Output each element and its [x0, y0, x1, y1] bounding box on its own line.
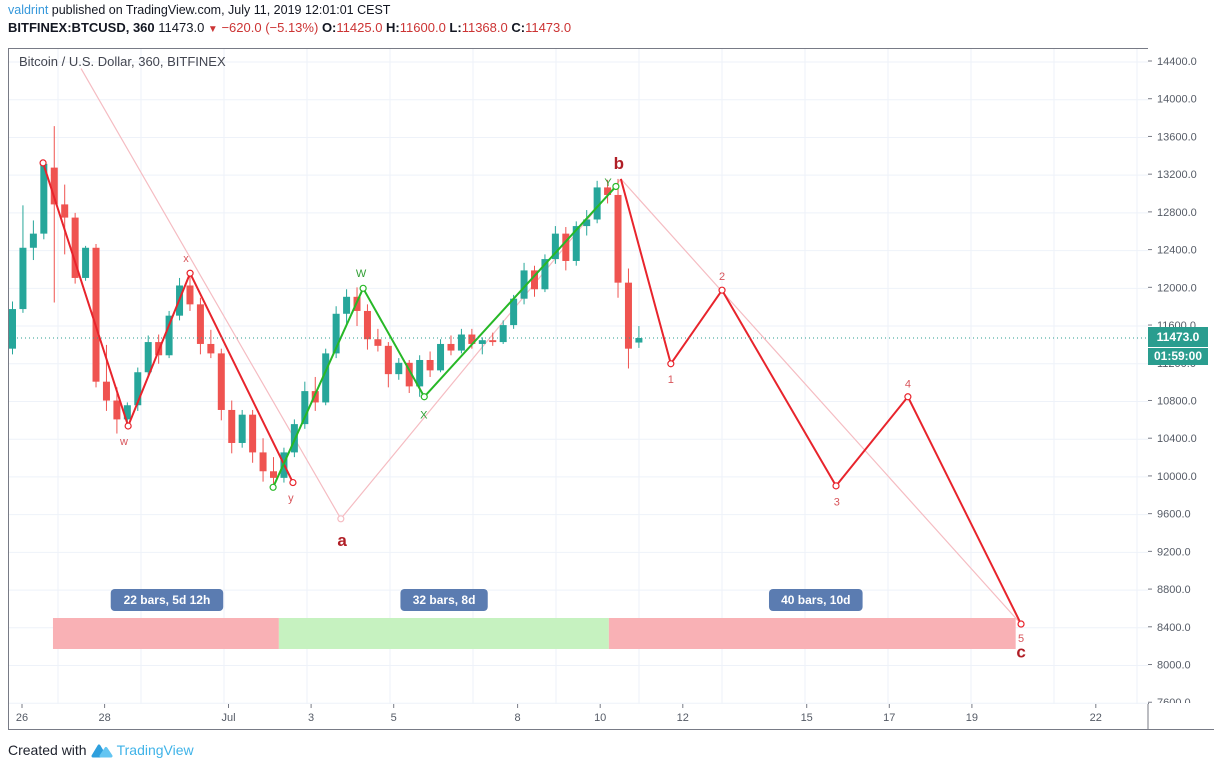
date-range-bands — [52, 618, 1016, 649]
bar-countdown: 01:59:00 — [1148, 347, 1208, 365]
chart-title: Bitcoin / U.S. Dollar, 360, BITFINEX — [19, 54, 226, 69]
svg-text:5: 5 — [391, 712, 397, 724]
svg-text:10000.0: 10000.0 — [1157, 471, 1197, 483]
close-value: 11473.0 — [525, 20, 572, 35]
price-axis-scale[interactable]: 7600.0 8000.0 8400.0 8800.0 9200.0 9600.0 1000… — [1148, 48, 1214, 709]
created-with-text: Created with — [8, 742, 87, 758]
wave-pink-b-c — [620, 178, 1022, 625]
wave-pink-a-b — [80, 68, 622, 520]
open-value: 11425.0 — [336, 20, 383, 35]
wave-red-wxy — [42, 162, 294, 484]
svg-text:13600.0: 13600.0 — [1157, 131, 1197, 143]
svg-text:19: 19 — [966, 712, 978, 724]
tradingview-logo-icon — [91, 744, 113, 757]
svg-text:22 bars, 5d 12h: 22 bars, 5d 12h — [124, 593, 211, 607]
svg-text:14400.0: 14400.0 — [1157, 56, 1197, 68]
wave-green-wxy — [272, 185, 617, 488]
price-axis[interactable]: 7600.0 8000.0 8400.0 8800.0 9200.0 9600.0 1000… — [1148, 48, 1214, 709]
svg-text:x: x — [183, 253, 189, 265]
time-axis[interactable]: 26 28 Jul 3 5 8 10 12 15 17 19 22 — [8, 704, 1214, 730]
publish-text: published on TradingView.com, July 11, 2… — [48, 3, 391, 17]
svg-text:8: 8 — [515, 712, 521, 724]
svg-text:4: 4 — [905, 379, 911, 391]
wave-red-impulse-c — [619, 178, 1022, 625]
svg-text:13200.0: 13200.0 — [1157, 169, 1197, 181]
svg-text:8000.0: 8000.0 — [1157, 660, 1191, 672]
candlestick-chart[interactable]: w x y W X Ya b c 1 2 3 4 5 22 bars, 5d 12h 32 bars, 8d… — [9, 49, 1148, 704]
svg-text:12000.0: 12000.0 — [1157, 282, 1197, 294]
svg-text:b: b — [614, 154, 624, 173]
elliott-wave-lines[interactable] — [39, 159, 1025, 628]
price-change: −620.0 (−5.13%) — [221, 20, 319, 35]
svg-text:10: 10 — [594, 712, 606, 724]
symbol-summary: BITFINEX:BTCUSD, 360 11473.0 ▼ −620.0 (−… — [8, 20, 571, 35]
low-label: L: — [449, 20, 462, 35]
svg-text:3: 3 — [834, 496, 840, 508]
svg-text:2: 2 — [719, 271, 725, 283]
svg-text:10800.0: 10800.0 — [1157, 395, 1197, 407]
down-arrow-icon: ▼ — [207, 24, 218, 35]
svg-text:9200.0: 9200.0 — [1157, 546, 1191, 558]
svg-text:w: w — [119, 436, 128, 448]
svg-text:22: 22 — [1090, 712, 1102, 724]
candles — [9, 126, 643, 489]
high-value: 11600.0 — [399, 20, 446, 35]
svg-text:12: 12 — [677, 712, 689, 724]
svg-text:12800.0: 12800.0 — [1157, 207, 1197, 219]
svg-text:26: 26 — [16, 712, 28, 724]
svg-text:8800.0: 8800.0 — [1157, 584, 1191, 596]
svg-text:8400.0: 8400.0 — [1157, 622, 1191, 634]
svg-text:9600.0: 9600.0 — [1157, 509, 1191, 521]
svg-text:17: 17 — [883, 712, 895, 724]
svg-text:10400.0: 10400.0 — [1157, 433, 1197, 445]
svg-text:5: 5 — [1018, 633, 1024, 645]
publish-info: valdrint published on TradingView.com, J… — [8, 3, 390, 17]
close-label: C: — [511, 20, 526, 35]
svg-text:c: c — [1016, 642, 1025, 661]
current-price-label: 11473.0 01:59:00 — [1148, 327, 1208, 365]
svg-text:28: 28 — [98, 712, 110, 724]
last-price: 11473.0 — [158, 20, 205, 35]
svg-text:Y: Y — [604, 177, 612, 189]
svg-text:Jul: Jul — [221, 712, 235, 724]
symbol-name[interactable]: BITFINEX:BTCUSD, 360 — [8, 20, 155, 35]
svg-text:15: 15 — [801, 712, 813, 724]
svg-text:32 bars, 8d: 32 bars, 8d — [413, 593, 476, 607]
bar-count-badges: 22 bars, 5d 12h 32 bars, 8d 40 bars, 10d — [110, 589, 863, 611]
svg-text:40 bars, 10d: 40 bars, 10d — [781, 593, 850, 607]
wave-labels: w x y W X Ya b c 1 2 3 4 5 — [119, 154, 1026, 661]
svg-text:14000.0: 14000.0 — [1157, 94, 1197, 106]
svg-text:12400.0: 12400.0 — [1157, 245, 1197, 257]
author-link[interactable]: valdrint — [8, 3, 49, 17]
svg-text:W: W — [356, 268, 367, 280]
tradingview-brand-link[interactable]: TradingView — [116, 742, 194, 758]
projection-lines — [80, 68, 1022, 625]
svg-text:y: y — [288, 493, 294, 505]
open-label: O: — [321, 20, 337, 35]
time-axis-scale[interactable]: 26 28 Jul 3 5 8 10 12 15 17 19 22 — [9, 704, 1214, 729]
svg-text:7600.0: 7600.0 — [1157, 697, 1191, 703]
low-value: 11368.0 — [461, 20, 508, 35]
high-label: H: — [386, 20, 400, 35]
svg-text:X: X — [420, 410, 428, 422]
svg-text:a: a — [337, 531, 347, 550]
svg-text:3: 3 — [308, 712, 314, 724]
current-price-value: 11473.0 — [1156, 330, 1200, 344]
attribution: Created with TradingView — [8, 742, 194, 758]
svg-text:1: 1 — [668, 374, 674, 386]
